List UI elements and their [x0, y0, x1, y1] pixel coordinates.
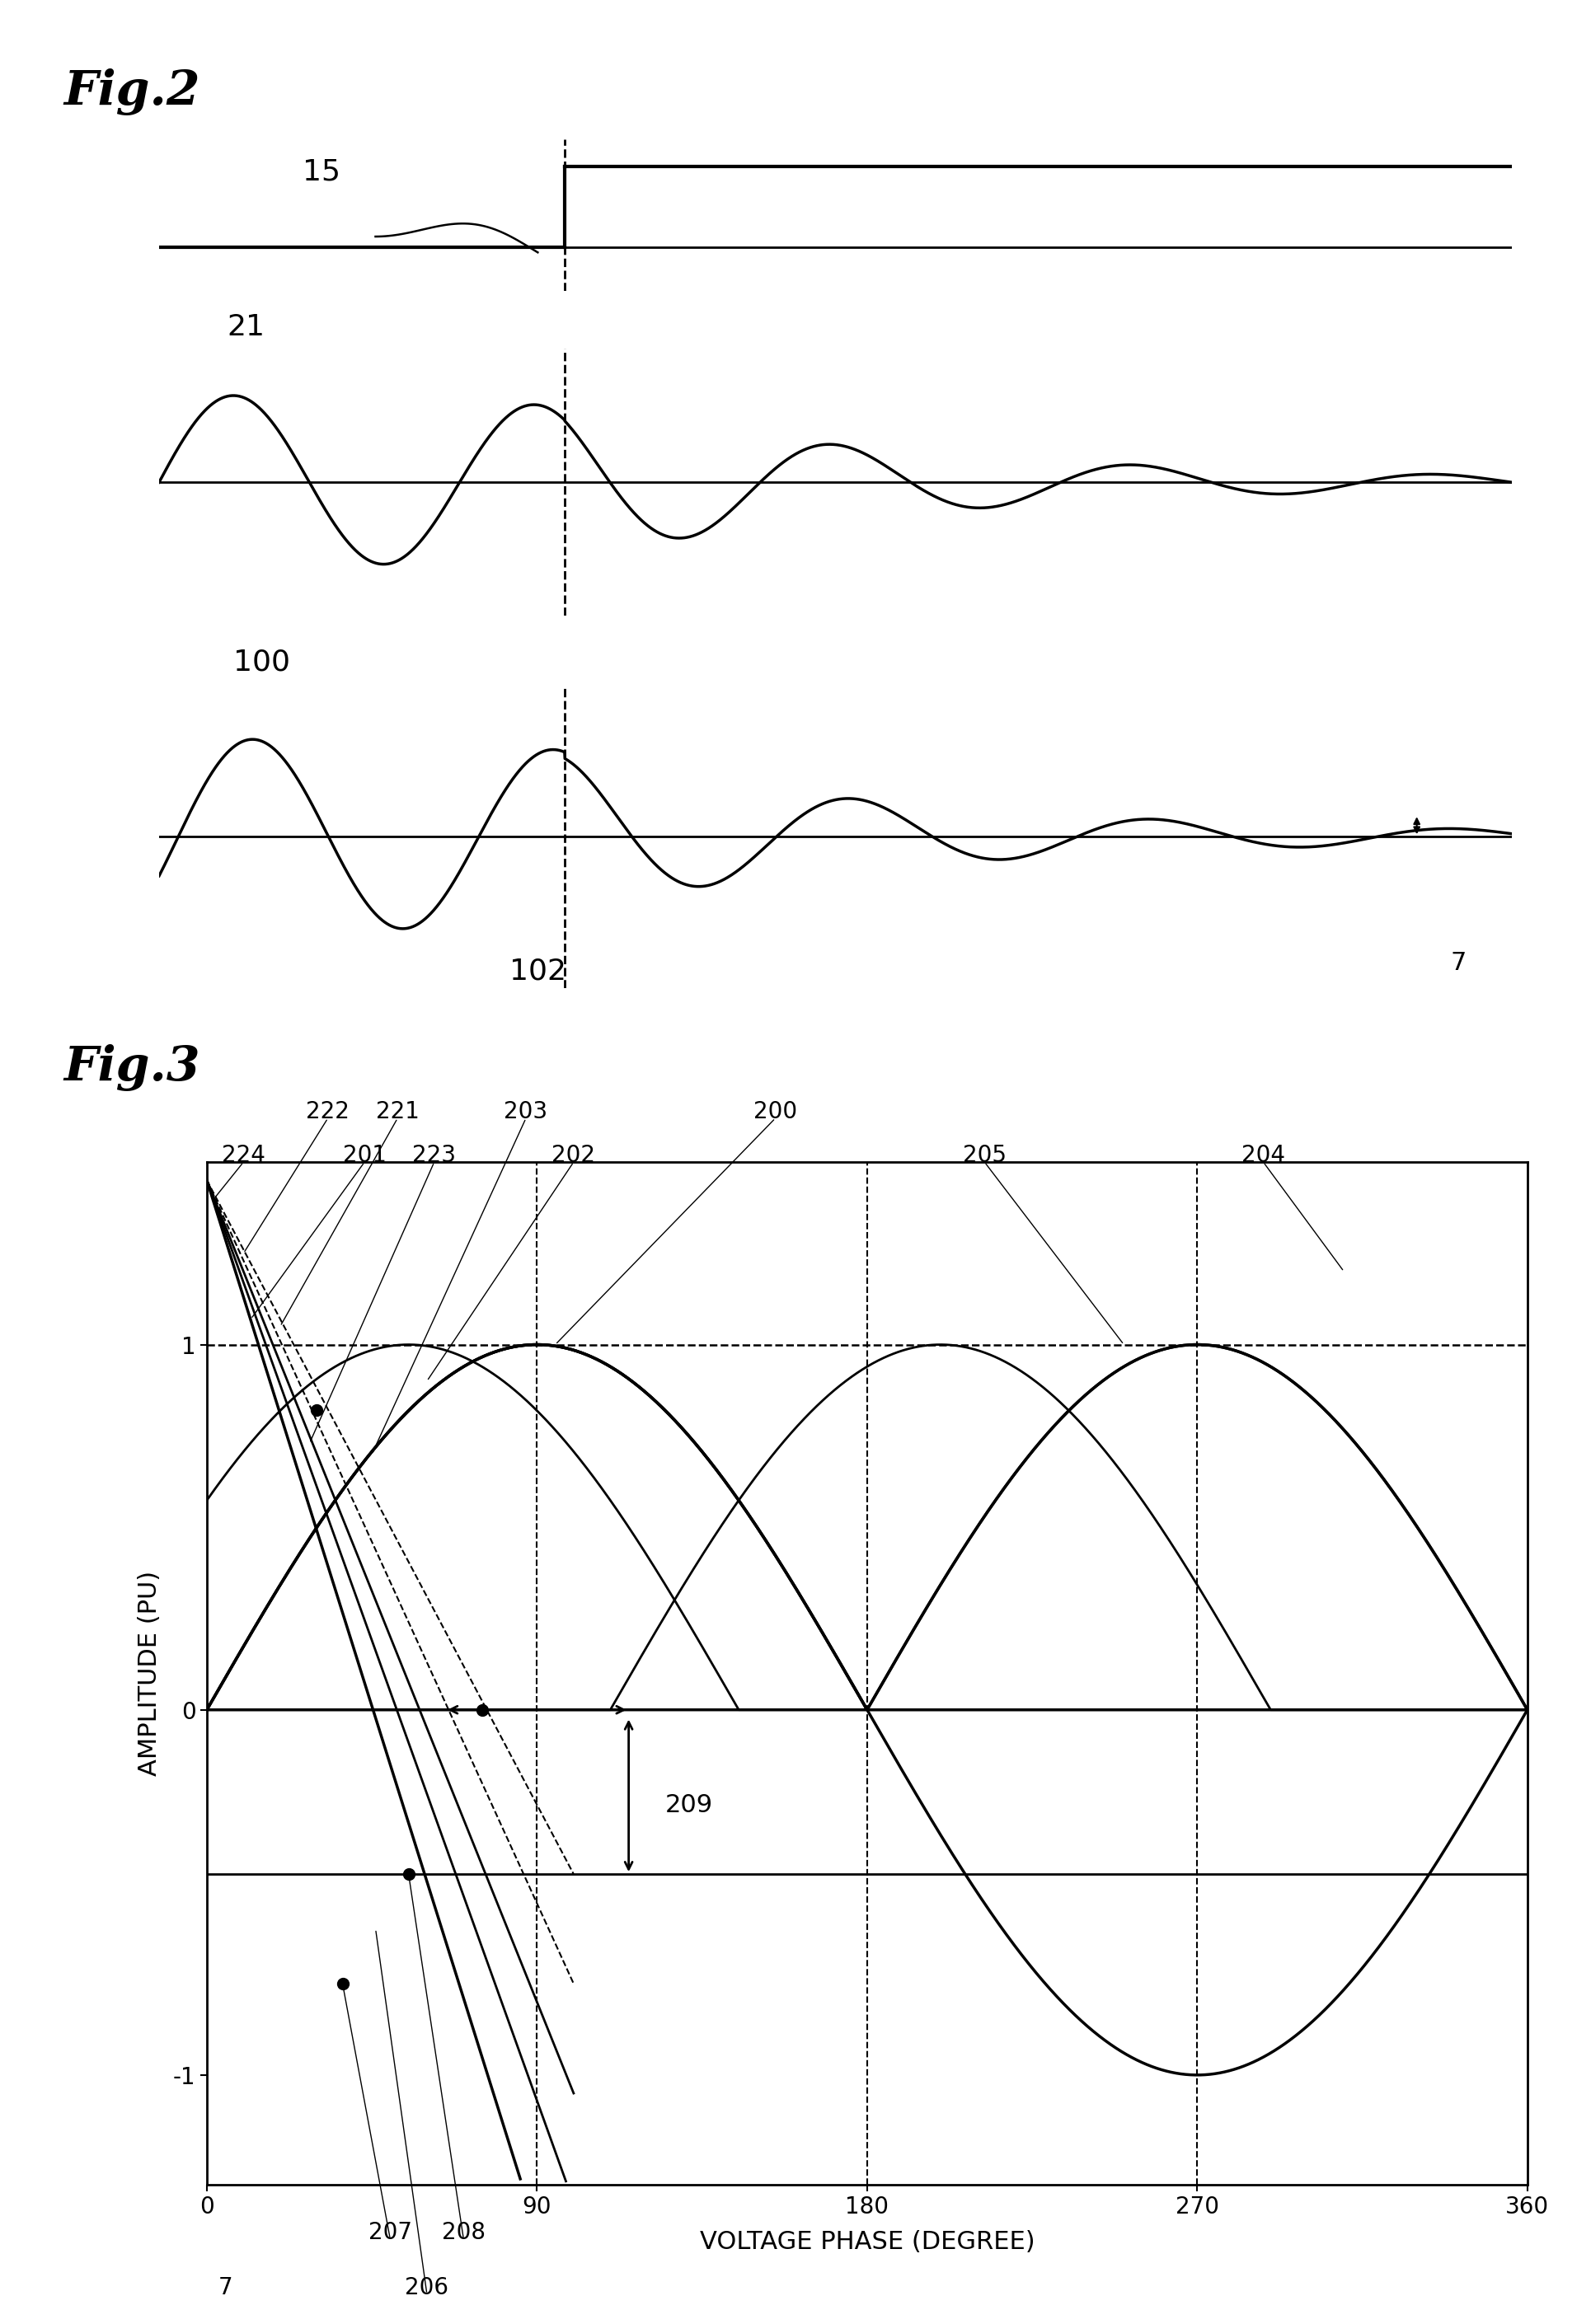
- Text: 21: 21: [226, 314, 264, 342]
- Text: 224: 224: [221, 1143, 266, 1167]
- Text: 206: 206: [406, 2275, 449, 2298]
- Text: 15: 15: [302, 158, 340, 186]
- Text: 222: 222: [305, 1099, 350, 1122]
- Text: 207: 207: [369, 2222, 412, 2245]
- Text: 204: 204: [1241, 1143, 1286, 1167]
- Text: 209: 209: [665, 1794, 713, 1817]
- Text: Fig.2: Fig.2: [64, 67, 200, 116]
- Text: 201: 201: [342, 1143, 387, 1167]
- Text: 208: 208: [442, 2222, 485, 2245]
- Text: Fig.3: Fig.3: [64, 1043, 200, 1092]
- Y-axis label: AMPLITUDE (PU): AMPLITUDE (PU): [138, 1571, 162, 1776]
- Text: 200: 200: [754, 1099, 797, 1122]
- Text: 203: 203: [504, 1099, 547, 1122]
- X-axis label: VOLTAGE PHASE (DEGREE): VOLTAGE PHASE (DEGREE): [700, 2231, 1034, 2254]
- Text: 7: 7: [1451, 951, 1467, 974]
- Text: 205: 205: [963, 1143, 1007, 1167]
- Text: 223: 223: [412, 1143, 457, 1167]
- Text: 100: 100: [234, 648, 291, 676]
- Text: 102: 102: [509, 957, 566, 985]
- Text: 202: 202: [552, 1143, 595, 1167]
- Text: 7: 7: [218, 2275, 232, 2298]
- Text: 221: 221: [375, 1099, 420, 1122]
